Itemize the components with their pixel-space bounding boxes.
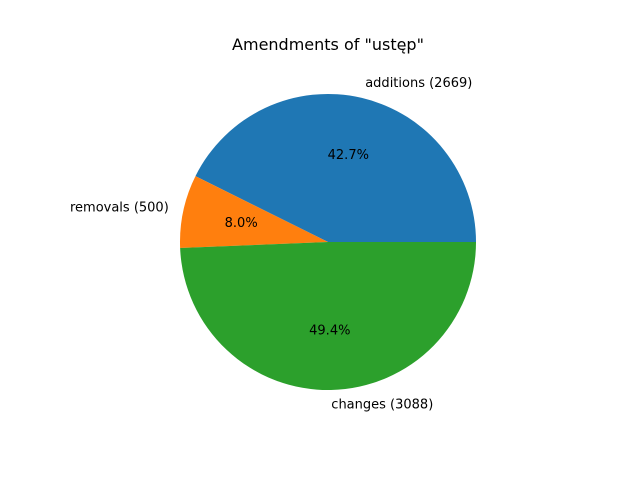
- slice-label: removals (500): [70, 201, 169, 216]
- slice-percentage: 42.7%: [328, 148, 369, 163]
- slice-label: changes (3088): [331, 397, 433, 412]
- pie-slice: [180, 176, 328, 249]
- pie-slices: [180, 93, 477, 391]
- slice-percentage: 49.4%: [309, 323, 350, 338]
- slice-percentage: 8.0%: [225, 216, 258, 231]
- slice-label: additions (2669): [365, 76, 472, 91]
- pie-slice: [195, 93, 477, 242]
- pie-slice: [180, 242, 476, 391]
- chart-title: Amendments of "ustęp": [232, 35, 424, 54]
- pie-labels: additions (2669) 42.7% removals (500) 8.0% c…: [70, 76, 472, 412]
